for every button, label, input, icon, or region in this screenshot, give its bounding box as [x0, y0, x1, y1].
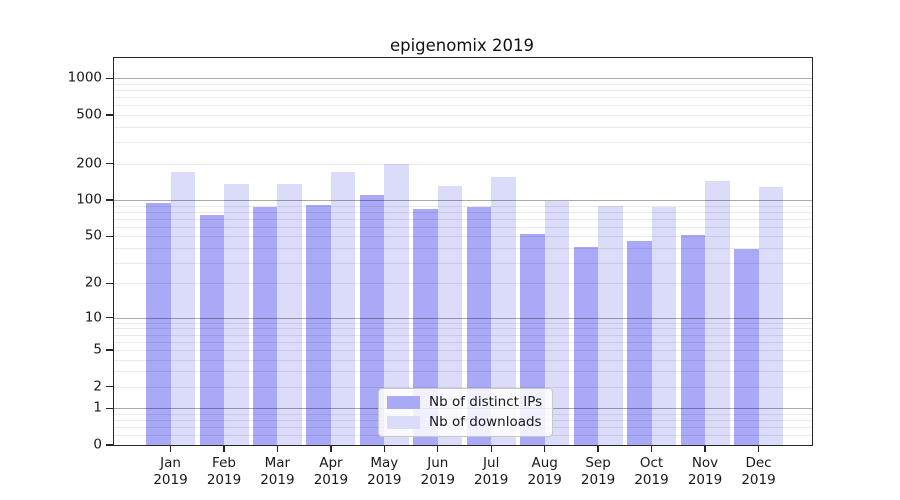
x-tick-label-oct: Oct 2019: [634, 455, 669, 488]
bar-distinct-ips-nov: [680, 235, 705, 445]
x-tick-jul: [490, 445, 492, 452]
bar-distinct-ips-oct: [627, 240, 652, 445]
x-tick-nov: [704, 445, 706, 452]
bar-downloads-apr: [330, 172, 356, 445]
bar-downloads-sep: [598, 205, 623, 445]
gridline-200: [114, 163, 812, 165]
x-tick-label-aug: Aug 2019: [527, 455, 562, 488]
x-tick-may: [383, 445, 385, 452]
bar-distinct-ips-feb: [199, 214, 224, 445]
x-tick-label-nov: Nov 2019: [687, 455, 723, 488]
y-tick-label-2: 2: [93, 377, 102, 394]
x-tick-dec: [757, 445, 760, 452]
y-tick-label-500: 500: [76, 106, 102, 123]
x-tick-label-feb: Feb 2019: [206, 455, 242, 488]
x-tick-label-may: May 2019: [367, 455, 402, 488]
y-tick-20: [106, 282, 113, 285]
legend-swatch-downloads: [387, 416, 420, 429]
y-tick-label-1000: 1000: [67, 69, 102, 86]
y-tick-label-0: 0: [93, 436, 102, 453]
y-tick-label-20: 20: [84, 274, 102, 291]
y-tick-5: [106, 349, 113, 351]
gridline-600: [114, 105, 812, 107]
x-tick-label-jul: Jul 2019: [474, 455, 509, 488]
gridline-300: [114, 142, 812, 144]
y-tick-200: [106, 162, 113, 165]
bar-distinct-ips-mar: [252, 206, 278, 445]
legend-label-downloads: Nb of downloads: [429, 414, 542, 430]
legend-swatch-distinct-ips: [387, 396, 420, 409]
y-tick-label-1: 1: [93, 399, 102, 416]
bar-downloads-dec: [758, 187, 783, 445]
legend-row-distinct-ips: Nb of distinct IPs: [387, 395, 542, 410]
gridline-700: [114, 97, 812, 99]
x-tick-label-mar: Mar 2019: [260, 455, 295, 488]
x-tick-label-dec: Dec 2019: [741, 455, 776, 488]
plot-area: Nb of distinct IPs Nb of downloads 0 1 2 5 1…: [68, 57, 813, 488]
y-tick-10: [106, 317, 113, 319]
x-tick-apr: [330, 445, 332, 452]
bar-downloads-mar: [277, 184, 302, 445]
legend: Nb of distinct IPs Nb of downloads: [378, 388, 554, 437]
x-tick-label-apr: Apr 2019: [313, 455, 349, 488]
x-tick-oct: [650, 445, 653, 452]
x-tick-jun: [437, 445, 439, 452]
y-tick-50: [106, 235, 113, 237]
bar-downloads-nov: [705, 180, 730, 445]
x-tick-label-jun: Jun 2019: [420, 455, 455, 488]
y-tick-label-5: 5: [93, 341, 102, 358]
bar-downloads-oct: [651, 207, 676, 445]
gridline-500: [114, 115, 812, 117]
gridline-1000: [114, 78, 812, 80]
x-tick-feb: [223, 445, 225, 452]
x-tick-aug: [544, 445, 546, 452]
x-tick-label-jan: Jan 2019: [153, 455, 188, 488]
legend-label-distinct-ips: Nb of distinct IPs: [429, 394, 543, 410]
bar-distinct-ips-jan: [146, 202, 171, 445]
y-tick-500: [106, 114, 113, 116]
legend-row-downloads: Nb of downloads: [387, 415, 542, 430]
x-tick-sep: [597, 445, 599, 452]
y-tick-1: [106, 407, 113, 409]
gridline-900: [114, 83, 812, 85]
bar-distinct-ips-dec: [734, 249, 759, 445]
gridline-800: [114, 90, 812, 92]
x-tick-mar: [276, 445, 279, 452]
bar-downloads-jan: [170, 172, 195, 445]
y-tick-0: [106, 444, 113, 446]
y-tick-100: [106, 199, 113, 201]
y-tick-label-10: 10: [84, 308, 102, 325]
y-tick-1000: [106, 77, 113, 79]
gridline-400: [114, 126, 812, 128]
x-tick-jan: [169, 445, 172, 452]
y-tick-label-100: 100: [76, 191, 102, 208]
bar-distinct-ips-sep: [573, 246, 599, 445]
bar-distinct-ips-apr: [306, 205, 331, 445]
y-tick-2: [106, 386, 113, 388]
bar-downloads-feb: [224, 184, 249, 445]
chart-title: epigenomix 2019: [389, 36, 535, 55]
y-tick-label-200: 200: [76, 154, 102, 171]
x-tick-label-sep: Sep 2019: [580, 455, 616, 488]
y-tick-label-50: 50: [84, 227, 102, 244]
